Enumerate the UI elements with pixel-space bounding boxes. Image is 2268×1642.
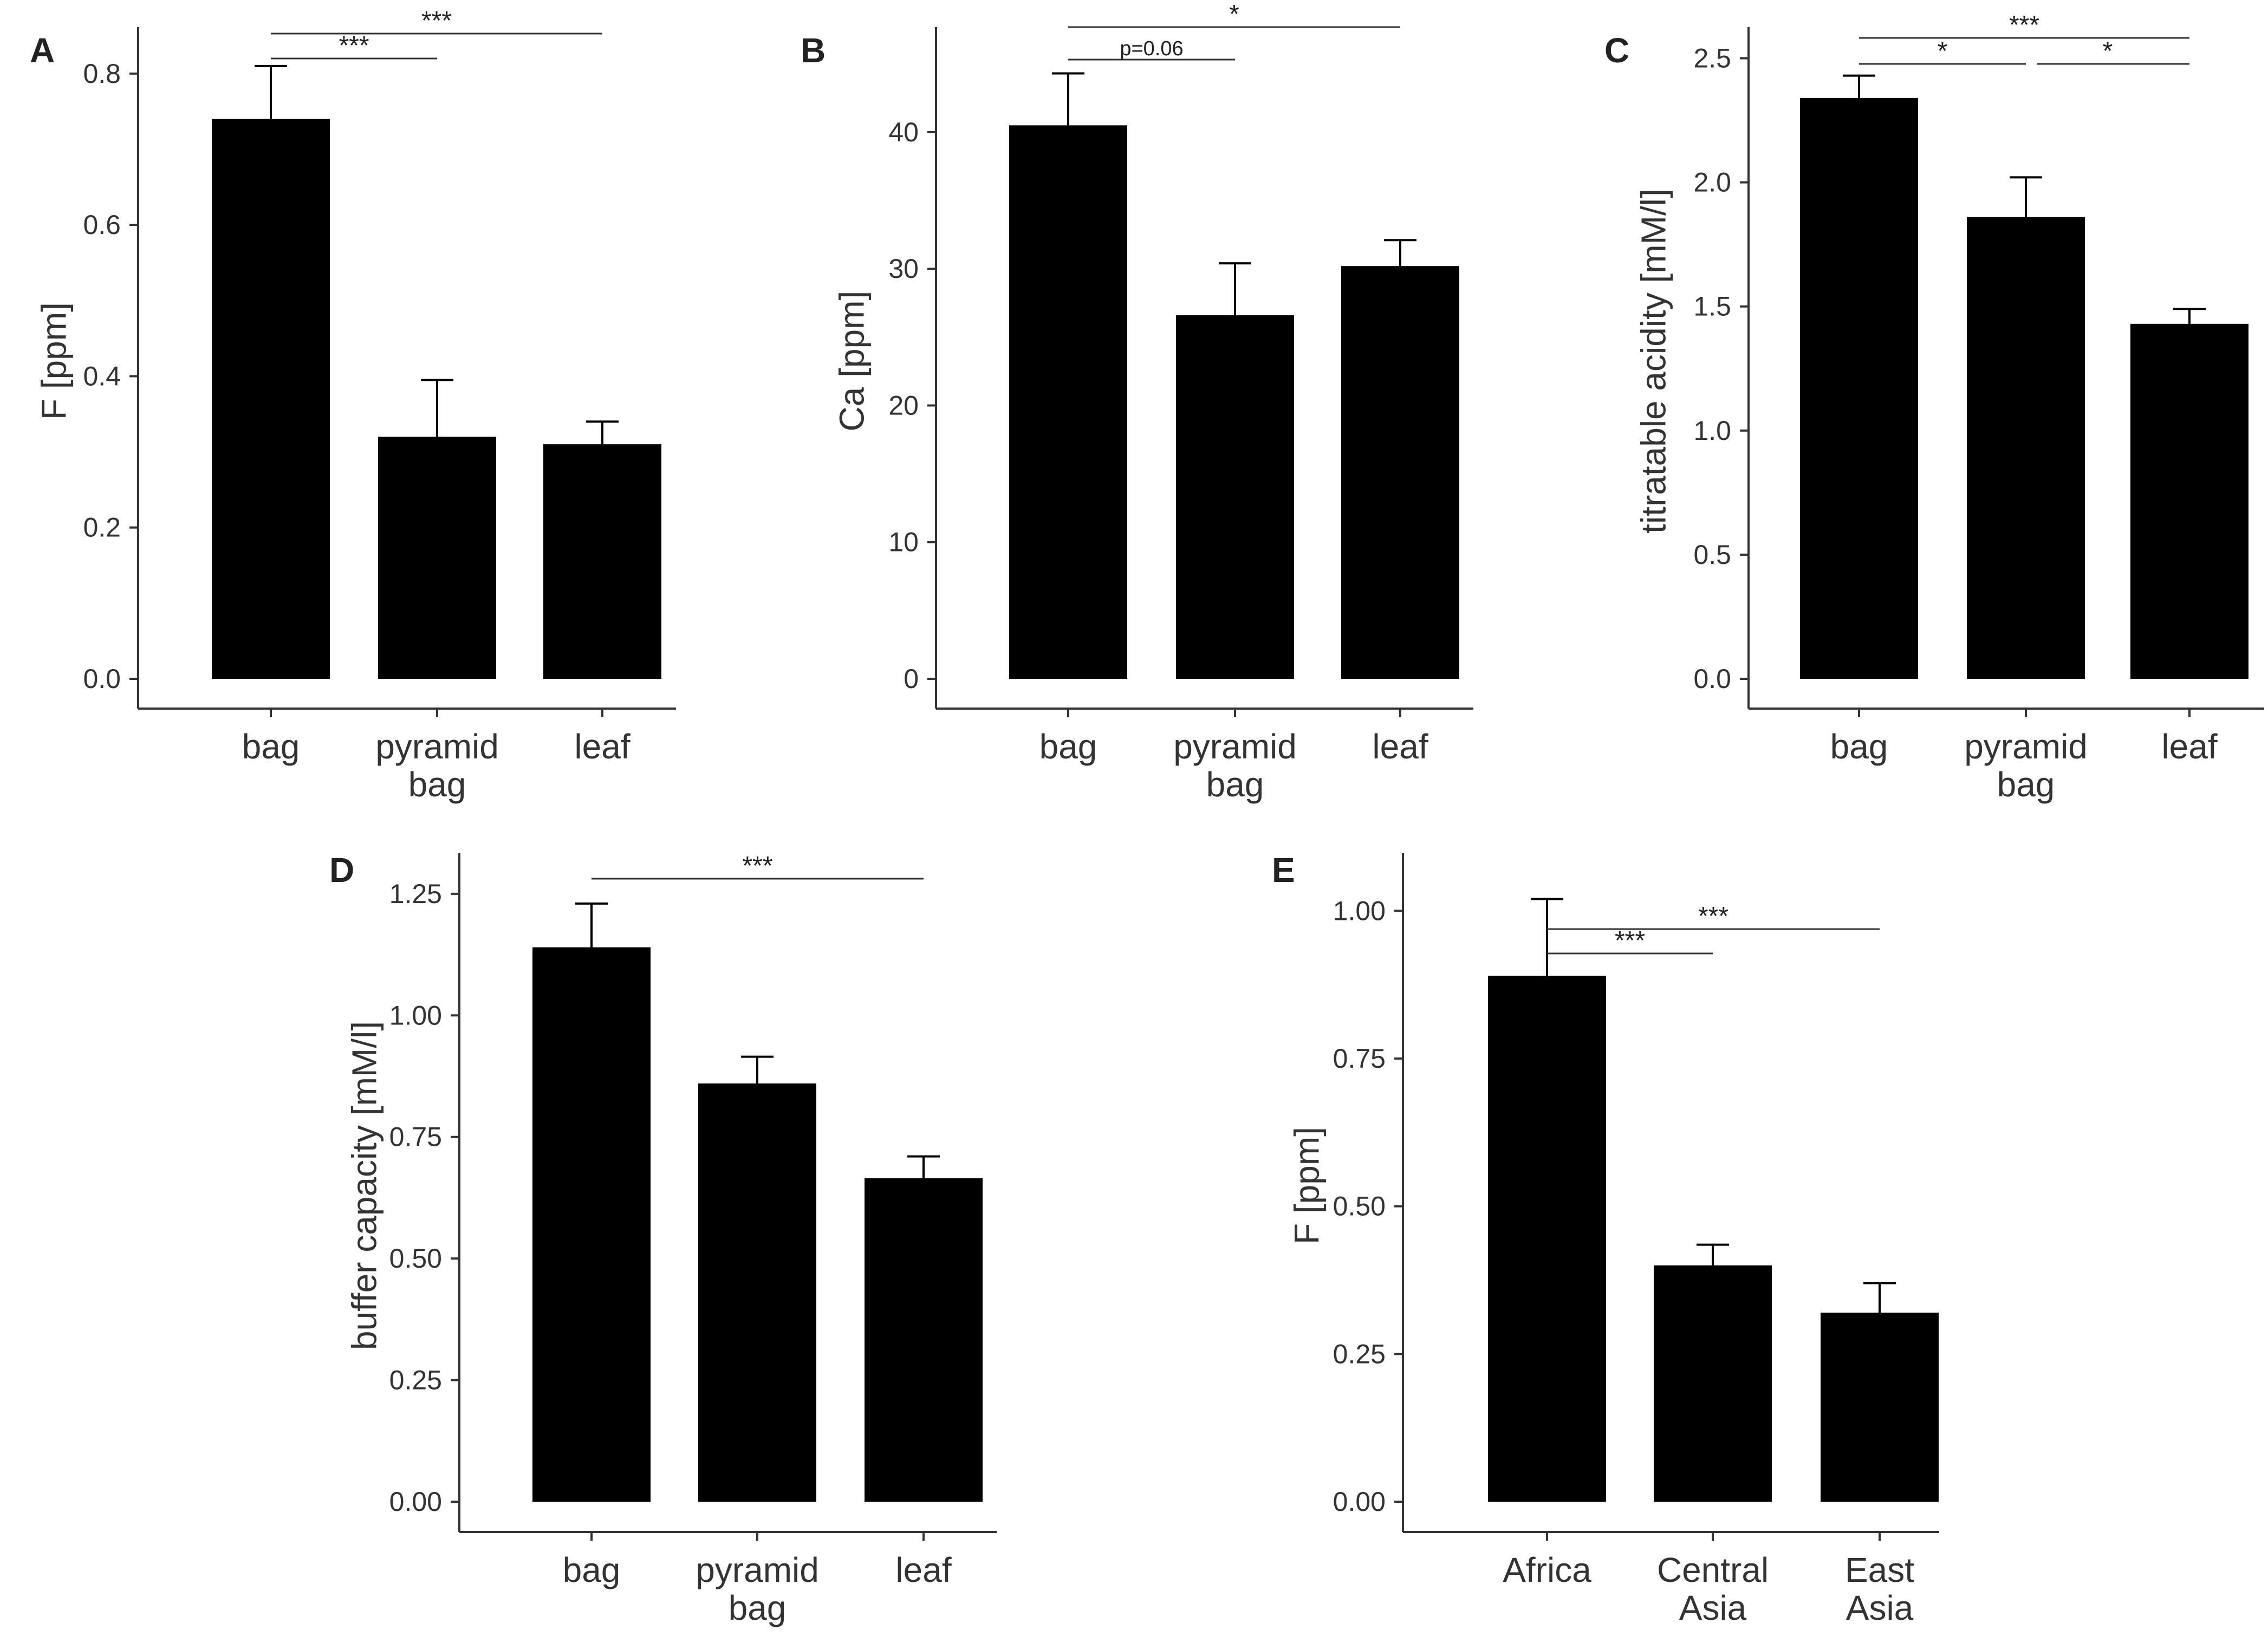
- panel-d: D 0.00 0.25 0.50 0.75 1.00 1.25 buffer capacity…: [329, 851, 997, 1627]
- y-axis-title: titratable acidity [mM/l]: [1634, 189, 1673, 534]
- x-category-label: bag: [1997, 765, 2055, 804]
- x-category-label: leaf: [574, 727, 630, 766]
- x-category-label: bag: [242, 727, 300, 766]
- x-category-label: Central: [1657, 1550, 1769, 1589]
- panel-letter: E: [1272, 851, 1295, 890]
- y-axis-title: F [ppm]: [34, 302, 73, 420]
- bar: [1176, 315, 1294, 679]
- x-category-label: East: [1845, 1550, 1914, 1589]
- y-tick-label: 0.25: [389, 1365, 442, 1396]
- panel-a: A0.00.20.40.60.8F [ppm]bag pyramidbagleaf…: [30, 7, 676, 804]
- panel-e: E 0.00 0.25 0.50 0.75 1.00 F [ppm] Africa Centra…: [1272, 851, 1939, 1627]
- x-category-label: leaf: [1372, 727, 1428, 766]
- x-category-label: Asia: [1679, 1588, 1747, 1627]
- bar: [378, 437, 496, 679]
- x-category-label: leaf: [2161, 727, 2217, 766]
- x-category-label: bag: [563, 1550, 621, 1589]
- x-category-label: bag: [408, 765, 466, 804]
- significance-label: ***: [339, 31, 369, 60]
- y-tick-label: 0.4: [83, 361, 121, 391]
- y-tick-label: 2.5: [1693, 43, 1731, 73]
- bar: [1821, 1312, 1939, 1502]
- x-category-label: pyramid: [1964, 727, 2088, 766]
- significance-label: p=0.06: [1120, 37, 1183, 60]
- bar: [1967, 217, 2085, 679]
- y-tick-label: 0.25: [1333, 1339, 1386, 1369]
- x-category-label: Africa: [1503, 1550, 1591, 1589]
- significance-label: ***: [2009, 11, 2039, 40]
- y-tick-label: 1.25: [389, 879, 442, 909]
- x-category-label: bag: [1830, 727, 1888, 766]
- significance-label: ***: [1615, 926, 1645, 955]
- significance-label: ***: [742, 852, 772, 880]
- y-tick-label: 0.50: [389, 1243, 442, 1274]
- x-category-label: Asia: [1846, 1588, 1914, 1627]
- y-tick-label: 10: [888, 527, 919, 557]
- panel-letter: D: [329, 851, 354, 890]
- y-tick-label: 0.6: [83, 210, 121, 240]
- bar: [698, 1083, 816, 1502]
- x-category-label: pyramid: [1173, 727, 1297, 766]
- y-tick-label: 0: [904, 664, 919, 694]
- significance-label: *: [2103, 37, 2113, 66]
- x-category-label: bag: [729, 1588, 787, 1627]
- y-axis-title: buffer capacity [mM/l]: [345, 1021, 384, 1350]
- x-category-label: bag: [1039, 727, 1097, 766]
- y-tick-label: 1.0: [1693, 416, 1731, 446]
- y-tick-label: 0.75: [1333, 1043, 1386, 1074]
- bar: [532, 947, 651, 1502]
- y-tick-label: 1.00: [389, 1000, 442, 1030]
- y-tick-label: 1.5: [1693, 291, 1731, 322]
- y-tick-label: 2.0: [1693, 167, 1731, 198]
- y-tick-label: 20: [888, 390, 919, 420]
- bar: [1009, 125, 1127, 679]
- x-category-label: pyramid: [696, 1550, 819, 1589]
- y-tick-label: 0.00: [389, 1487, 442, 1517]
- y-tick-label: 0.8: [83, 59, 121, 89]
- y-tick-label: 0.2: [83, 512, 121, 543]
- bar: [543, 444, 661, 679]
- y-tick-label: 0.75: [389, 1122, 442, 1152]
- bar: [1654, 1265, 1772, 1502]
- significance-label: ***: [421, 7, 452, 35]
- panel-c: C 0.0 0.5 1.0 1.5 2.0 2.5 titratable acidity [m…: [1604, 11, 2264, 804]
- panel-letter: A: [30, 31, 55, 70]
- y-tick-label: 1.00: [1333, 895, 1386, 926]
- x-category-label: pyramid: [375, 727, 499, 766]
- significance-label: *: [1938, 37, 1948, 66]
- y-tick-label: 0.5: [1693, 540, 1731, 570]
- bar: [212, 119, 330, 679]
- bar: [1800, 98, 1918, 679]
- panel-letter: B: [801, 31, 826, 70]
- significance-label: *: [1229, 0, 1239, 29]
- x-category-label: leaf: [895, 1550, 951, 1589]
- x-category-label: bag: [1206, 765, 1264, 804]
- bar: [865, 1178, 983, 1502]
- bar: [1488, 976, 1606, 1502]
- y-tick-label: 0.50: [1333, 1191, 1386, 1222]
- panel-letter: C: [1604, 31, 1629, 70]
- y-tick-label: 0.00: [1333, 1487, 1386, 1517]
- bar: [2130, 323, 2248, 679]
- y-tick-label: 40: [888, 117, 919, 147]
- bar: [1341, 266, 1459, 679]
- significance-label: ***: [1698, 902, 1728, 931]
- y-axis-title: Ca [ppm]: [832, 291, 871, 432]
- y-tick-label: 30: [888, 254, 919, 284]
- y-tick-label: 0.0: [83, 664, 121, 694]
- y-tick-label: 0.0: [1693, 664, 1731, 694]
- y-axis-title: F [ppm]: [1287, 1127, 1326, 1244]
